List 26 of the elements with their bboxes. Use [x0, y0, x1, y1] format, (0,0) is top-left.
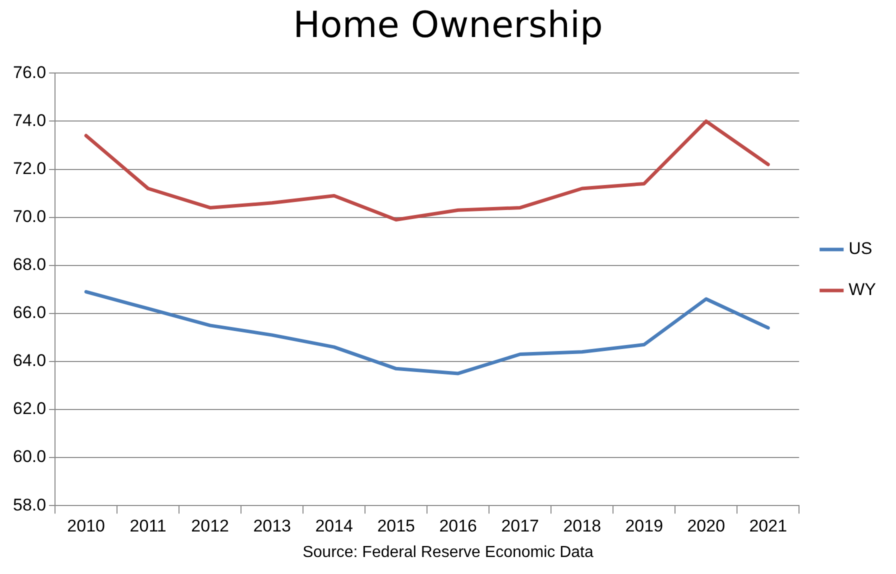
y-tick-label: 62.0 [12, 399, 46, 418]
x-tick-label: 2011 [130, 516, 166, 536]
y-tick-label: 66.0 [12, 303, 46, 322]
x-tick-label: 2016 [439, 516, 478, 536]
source-note: Source: Federal Reserve Economic Data [302, 544, 594, 562]
x-tick-label: 2018 [563, 516, 602, 536]
y-tick-label: 70.0 [12, 207, 46, 226]
y-tick-label: 74.0 [12, 110, 46, 130]
chart-title: Home Ownership [293, 4, 603, 46]
x-tick-label: 2014 [315, 516, 354, 536]
y-tick-label: 76.0 [12, 62, 46, 82]
x-tick-label: 2012 [191, 516, 230, 536]
y-tick-label: 68.0 [12, 255, 46, 274]
x-tick-label: 2019 [625, 516, 664, 536]
y-tick-label: 72.0 [12, 158, 46, 178]
y-tick-label: 58.0 [12, 495, 46, 514]
y-tick-label: 60.0 [12, 447, 46, 466]
x-tick-label: 2013 [253, 516, 292, 536]
y-tick-label: 64.0 [12, 351, 46, 370]
x-tick-label: 2021 [749, 516, 788, 536]
legend-label: WY [848, 280, 876, 300]
x-tick-label: 2020 [687, 516, 726, 536]
x-tick-label: 2017 [501, 516, 540, 536]
x-tick-label: 2015 [377, 516, 416, 536]
legend-label: US [848, 239, 872, 258]
x-tick-label: 2010 [67, 516, 105, 536]
